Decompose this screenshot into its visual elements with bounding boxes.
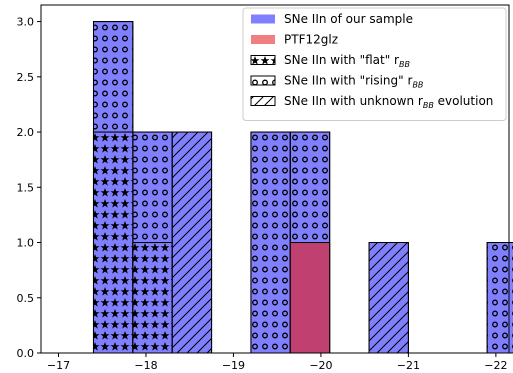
legend-swatch-hatch-flat [250,55,276,65]
y-tick-label: 0.0 [17,347,35,360]
x-axis: −17 −18 −19 −20 −21 −22 [47,353,507,372]
bar-hatch-0-2 [250,131,291,354]
bar-hatch-3-0 [171,131,213,354]
bar-hatch-2-1 [132,242,173,354]
y-tick-label: 2.0 [17,126,35,139]
legend: SNe IIn of our sample PTF12glz SNe IIn wit… [242,7,507,121]
legend-swatch-ptf [251,35,275,44]
legend-label-flat: SNe IIn with "flat" rBB [284,53,410,69]
legend-label-ptf: PTF12glz [284,33,338,47]
y-tick-label: 1.5 [17,181,35,194]
y-axis: 0.0 0.5 1.0 1.5 2.0 2.5 3.0 [17,16,41,360]
bar-hatch-3-1 [368,242,409,354]
bar-hatch-2-0 [92,131,134,354]
x-tick-label: −20 [309,359,332,372]
x-tick-label: −17 [47,359,70,372]
y-tick-label: 1.0 [17,237,35,250]
plot-frame [40,4,510,354]
y-tick-label: 0.5 [17,292,35,305]
legend-label-sample: SNe IIn of our sample [284,12,413,26]
x-tick-label: −22 [484,359,507,372]
legend-swatch-hatch-unknown [250,96,276,106]
legend-swatch-sample [251,14,275,24]
y-tick-label: 3.0 [17,16,35,29]
legend-swatch-hatch-rising [250,75,276,86]
x-tick-label: −21 [397,359,420,372]
legend-label-unknown: SNe IIn with unknown rBB evolution [284,94,493,110]
legend-box [242,7,507,121]
bar-1-0 [289,242,331,354]
bars-layer [92,21,513,354]
x-tick-label: −18 [134,359,157,372]
x-tick-label: −19 [222,359,245,372]
legend-label-rising: SNe IIn with "rising" rBB [284,74,423,90]
y-tick-label: 2.5 [17,71,35,84]
